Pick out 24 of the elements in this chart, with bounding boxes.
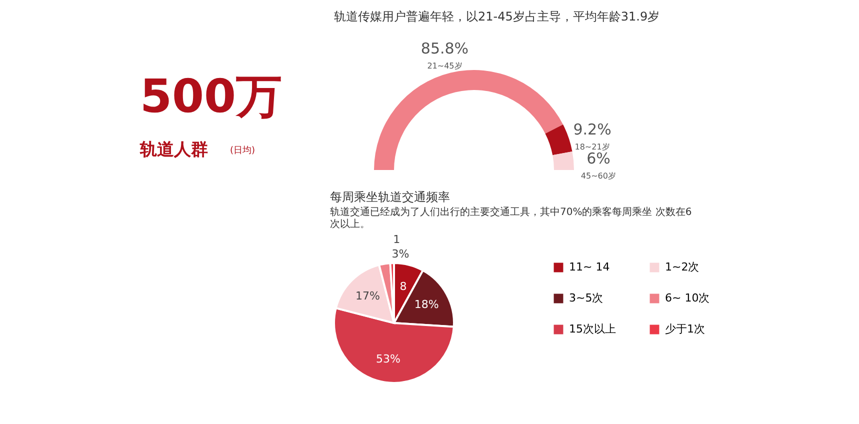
data-label: 18% [414, 298, 439, 312]
legend-label: 3~5次 [569, 292, 604, 304]
text: 500万 [140, 69, 282, 123]
slice-label: 45~60岁 [580, 171, 616, 180]
data-label: 17% [355, 290, 380, 303]
data-label: 8 [400, 280, 407, 293]
legend-label: 1~2次 [665, 260, 700, 274]
data-label: 6% [586, 149, 610, 168]
text: 轨道人群 [139, 140, 208, 160]
chart-title: 每周乘坐轨道交通频率 [330, 190, 450, 204]
legend-label: 11~ 14 [569, 260, 610, 274]
slice-label: 21~45岁 [427, 61, 462, 70]
data-label: 1 [393, 233, 400, 246]
text: (日均) [230, 145, 256, 156]
slice-label: 18~21岁 [574, 142, 610, 152]
data-label: 85.8% [420, 39, 469, 58]
data-label: 3% [392, 247, 410, 260]
chart-title: 轨道传媒用户普遍年轻，以21-45岁占主导，平均年龄31.9岁 [334, 9, 660, 24]
legend-label: 15次以上 [569, 322, 616, 336]
data-label: 53% [376, 352, 400, 366]
chart-subtitle: 轨道交通已经成为了人们出行的主要交通工具，其中70%的乘客每周乘坐 次数在6次以上。 [330, 206, 692, 230]
legend-label: 少于1次 [665, 322, 705, 336]
data-label: 9.2% [573, 120, 612, 139]
legend-label: 6~ 10次 [665, 292, 710, 304]
